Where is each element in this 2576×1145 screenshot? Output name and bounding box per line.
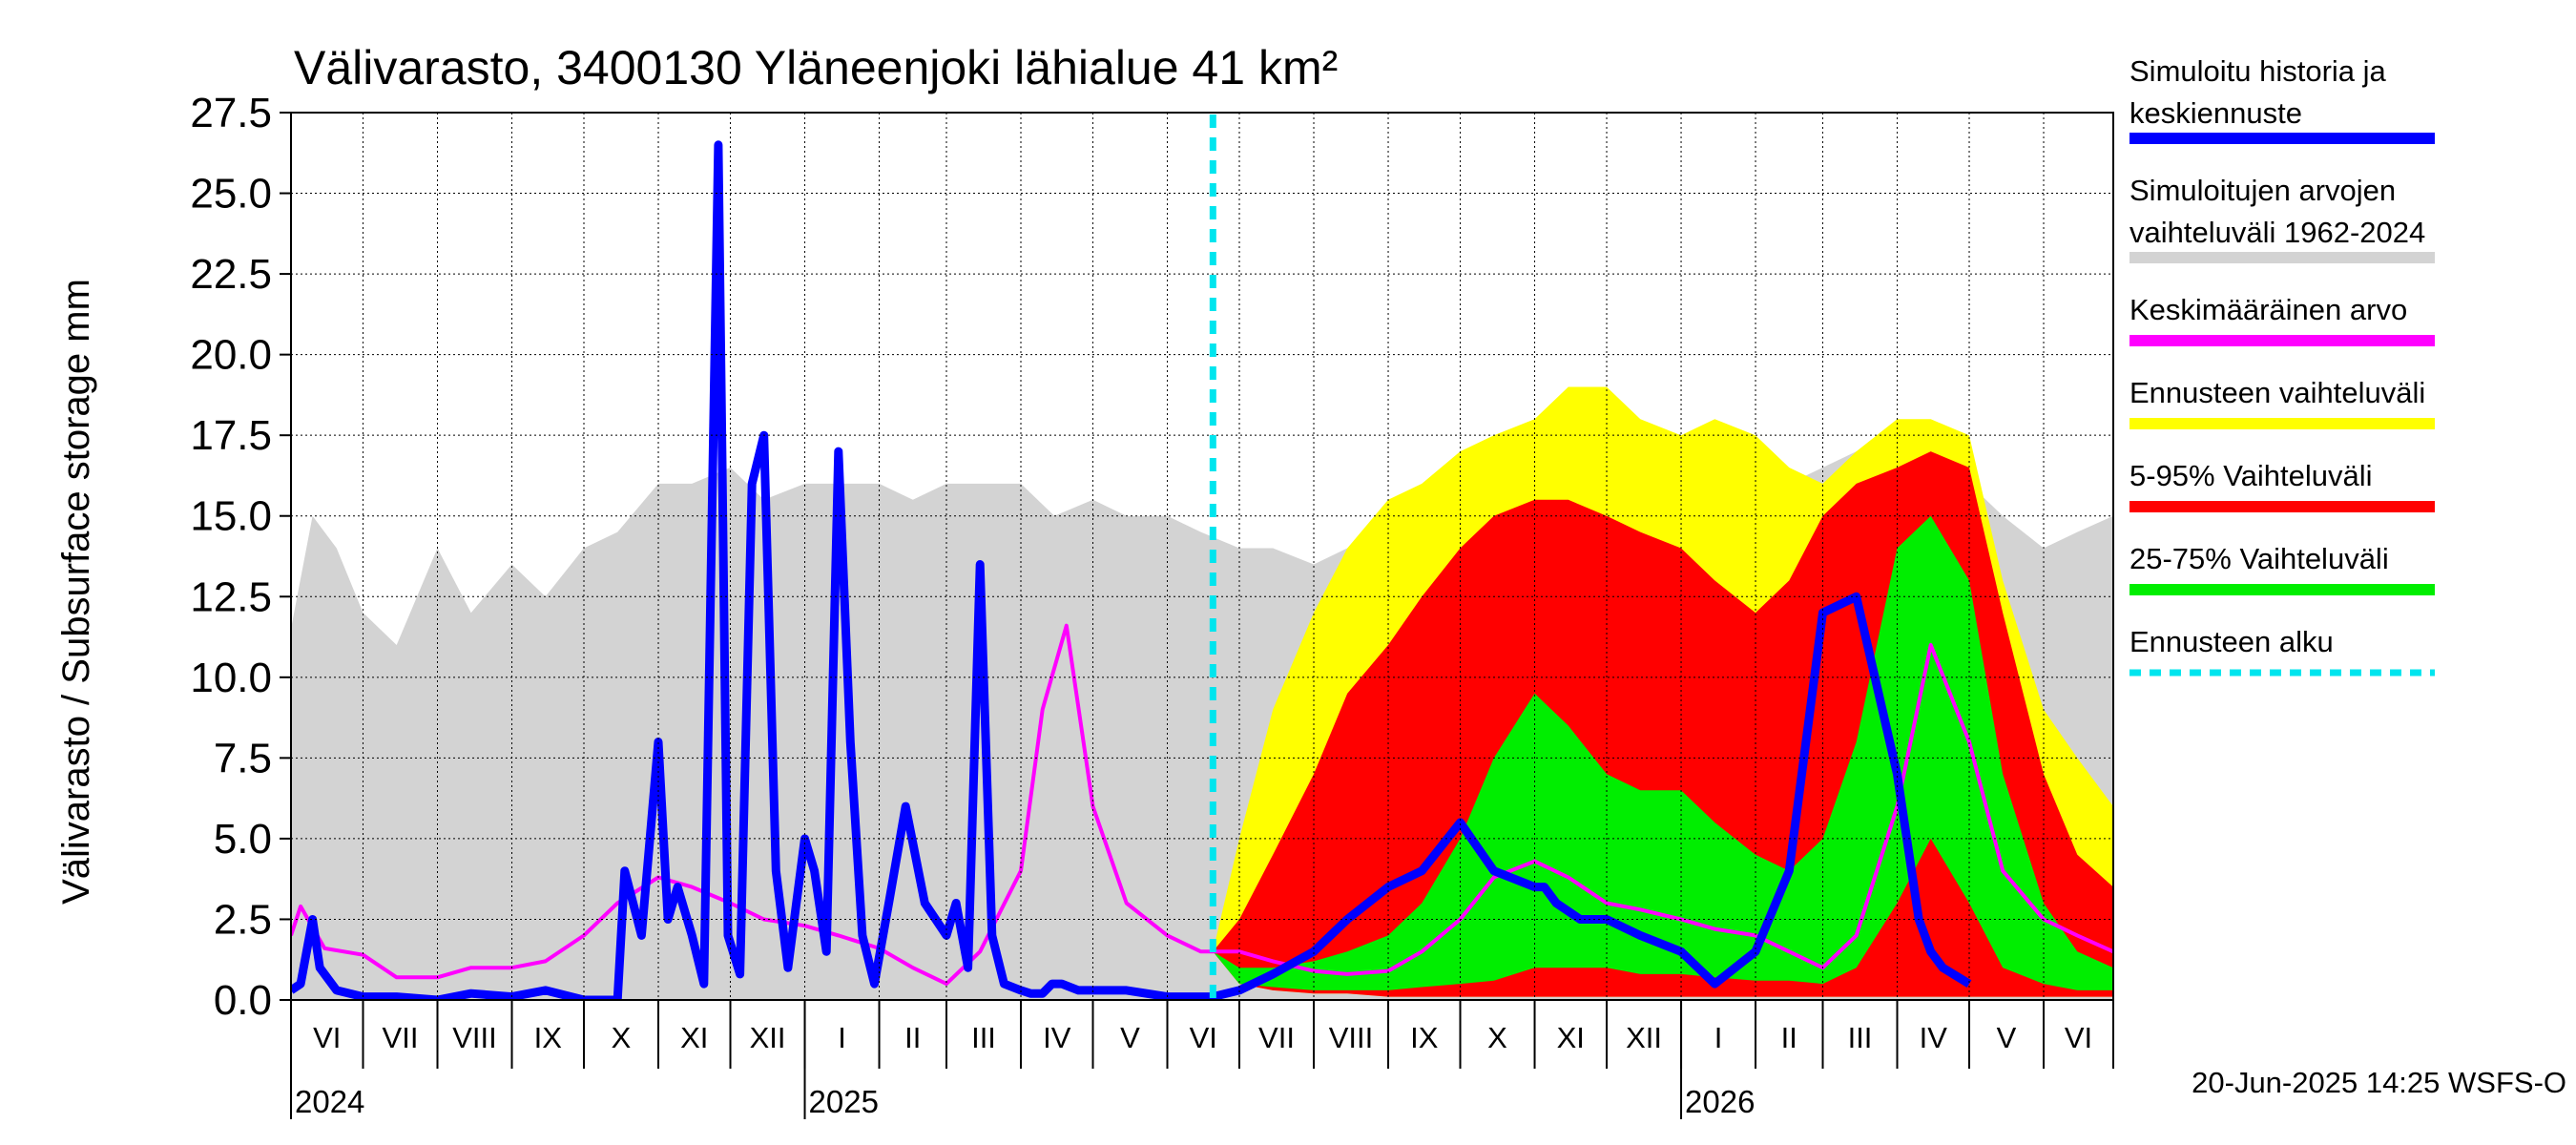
- legend-label: Simuloitu historia ja: [2129, 54, 2387, 88]
- month-label: IX: [1410, 1021, 1439, 1054]
- month-label: VII: [1258, 1021, 1295, 1054]
- month-label: VIII: [452, 1021, 497, 1054]
- y-tick-label: 25.0: [190, 171, 272, 218]
- band-layer: [291, 386, 2113, 1000]
- y-axis-label: Välivarasto / Subsurface storage mm: [55, 279, 97, 905]
- legend-label: 5-95% Vaihteluväli: [2129, 459, 2372, 492]
- year-label: 2026: [1685, 1084, 1755, 1119]
- y-tick-label: 12.5: [190, 573, 272, 620]
- plot-frame: [290, 112, 2114, 1001]
- legend-item-ennusteen-alku: Ennusteen alku: [2129, 625, 2435, 677]
- legend-item-25-75-vaihteluv-li: 25-75% Vaihteluväli: [2129, 542, 2435, 595]
- y-axis: 0.0 2.5 5.0 7.5 10.0 12.5 15.0 17.5 20.0 22.5 25.0…: [190, 90, 291, 1024]
- month-label: XII: [1626, 1021, 1662, 1054]
- y-tick-label: 27.5: [190, 90, 272, 136]
- legend-item-simuloitujen-arvojen: Simuloitujen arvojen vaihteluväli 1962-20…: [2129, 174, 2435, 263]
- y-tick-label: 17.5: [190, 412, 272, 459]
- legend-label: Ennusteen alku: [2129, 625, 2334, 658]
- month-label: IV: [1920, 1021, 1948, 1054]
- month-label: I: [1714, 1021, 1723, 1054]
- month-label: III: [971, 1021, 996, 1054]
- month-label: VIII: [1329, 1021, 1374, 1054]
- month-label: I: [838, 1021, 846, 1054]
- y-tick-label: 5.0: [214, 816, 272, 863]
- legend-item-5-95-vaihteluv-li: 5-95% Vaihteluväli: [2129, 459, 2435, 512]
- month-label: IX: [534, 1021, 563, 1054]
- legend-item-keskim-r-inen-arvo: Keskimääräinen arvo: [2129, 293, 2435, 346]
- month-label: II: [1781, 1021, 1797, 1054]
- month-label: VI: [1190, 1021, 1217, 1054]
- y-tick-label: 10.0: [190, 655, 272, 701]
- month-label: II: [904, 1021, 921, 1054]
- y-tick-label: 22.5: [190, 251, 272, 298]
- month-label: V: [1120, 1021, 1140, 1054]
- line-keskim-r-inen-arvo: [291, 623, 2113, 987]
- year-label: 2025: [809, 1084, 879, 1119]
- y-tick-label: 20.0: [190, 332, 272, 379]
- footer-timestamp: 20-Jun-2025 14:25 WSFS-O: [2192, 1066, 2566, 1099]
- month-label: XII: [750, 1021, 786, 1054]
- legend-label-2: keskiennuste: [2129, 96, 2302, 130]
- month-label: III: [1848, 1021, 1873, 1054]
- month-label: VI: [2065, 1021, 2092, 1054]
- legend-label: Simuloitujen arvojen: [2129, 174, 2396, 207]
- month-label: VII: [383, 1021, 419, 1054]
- y-tick-label: 15.0: [190, 493, 272, 540]
- legend-label: 25-75% Vaihteluväli: [2129, 542, 2389, 575]
- legend-item-ennusteen-vaihteluv-li: Ennusteen vaihteluväli: [2129, 376, 2435, 429]
- legend-label: Keskimääräinen arvo: [2129, 293, 2407, 326]
- month-label: XI: [1557, 1021, 1585, 1054]
- y-tick-label: 2.5: [214, 896, 272, 943]
- y-tick-label: 0.0: [214, 977, 272, 1024]
- band-25-75-vaihteluv-li: [1213, 515, 2113, 990]
- grid-layer: [291, 113, 2113, 1000]
- legend: Simuloitu historia jakeskiennusteSimuloi…: [2129, 54, 2435, 677]
- legend-label: Ennusteen vaihteluväli: [2129, 376, 2425, 409]
- month-label: X: [1487, 1021, 1507, 1054]
- month-label: IV: [1043, 1021, 1071, 1054]
- year-label: 2024: [295, 1084, 364, 1119]
- month-label: X: [612, 1021, 632, 1054]
- y-tick-label: 7.5: [214, 735, 272, 781]
- month-label: VI: [313, 1021, 341, 1054]
- month-label: XI: [680, 1021, 708, 1054]
- plot-area: [290, 112, 2114, 1001]
- x-axis: VI VII VIII IX X XI XII I II III IV V VI VII VIII IX X XI…: [290, 1000, 2114, 1119]
- legend-item-simuloitu-historia-ja: Simuloitu historia ja keskiennuste: [2129, 54, 2435, 144]
- legend-label-2: vaihteluväli 1962-2024: [2129, 216, 2425, 249]
- month-label: V: [1997, 1021, 2017, 1054]
- chart-title: Välivarasto, 3400130 Yläneenjoki lähialu…: [294, 41, 1338, 94]
